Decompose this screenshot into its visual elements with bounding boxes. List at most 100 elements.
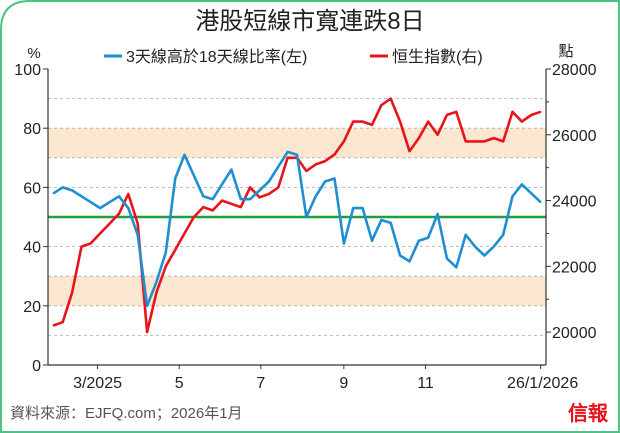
hsi-point bbox=[333, 153, 336, 156]
breadth-point bbox=[118, 195, 120, 198]
shaded-band bbox=[48, 276, 546, 306]
right-axis-unit: 點 bbox=[558, 43, 573, 60]
hsi-point bbox=[71, 291, 73, 294]
right-tick-label: 28000 bbox=[552, 62, 597, 79]
breadth-point bbox=[183, 154, 186, 156]
x-tick-label: 11 bbox=[417, 375, 434, 392]
hsi-point bbox=[136, 222, 139, 225]
hsi-point bbox=[52, 324, 55, 327]
hsi-point bbox=[371, 124, 373, 126]
hsi-point bbox=[108, 222, 111, 225]
breadth-point bbox=[61, 186, 64, 189]
breadth-point bbox=[389, 222, 392, 224]
hsi-point bbox=[389, 97, 392, 100]
x-tick-label: 5 bbox=[175, 375, 184, 392]
breadth-point bbox=[268, 180, 270, 183]
hsi-point bbox=[399, 120, 401, 123]
hsi-point bbox=[464, 140, 467, 143]
breadth-point bbox=[277, 165, 280, 168]
breadth-point bbox=[352, 207, 355, 209]
breadth-point bbox=[80, 195, 83, 198]
right-tick-label: 20000 bbox=[552, 325, 597, 342]
breadth-point bbox=[492, 245, 495, 248]
breadth-point bbox=[193, 174, 195, 177]
breadth-point bbox=[108, 201, 111, 203]
hsi-point bbox=[80, 245, 83, 248]
hsi-point bbox=[521, 120, 523, 123]
breadth-point bbox=[333, 177, 336, 180]
hsi-point bbox=[455, 110, 458, 113]
hsi-point bbox=[492, 137, 495, 139]
breadth-point bbox=[427, 236, 429, 239]
hsi-point bbox=[146, 331, 148, 333]
left-tick-label: 0 bbox=[32, 358, 41, 375]
breadth-point bbox=[314, 195, 317, 198]
hsi-point bbox=[502, 140, 504, 143]
hsi-point bbox=[155, 291, 158, 294]
breadth-point bbox=[99, 207, 102, 209]
breadth-point bbox=[211, 198, 214, 201]
legend-label-blue: 3天線高於18天線比率(左) bbox=[126, 48, 307, 66]
x-tick-label: 7 bbox=[256, 375, 265, 392]
breadth-point bbox=[455, 266, 458, 269]
chart-title: 港股短線市寬連跌8日 bbox=[195, 8, 424, 35]
breadth-point bbox=[249, 198, 251, 201]
hsi-point bbox=[174, 249, 176, 251]
logo: 信報 bbox=[568, 401, 609, 425]
breadth-point bbox=[418, 239, 420, 242]
hsi-point bbox=[352, 120, 355, 123]
left-tick-label: 60 bbox=[23, 180, 41, 197]
breadth-point bbox=[155, 281, 158, 283]
breadth-point bbox=[502, 233, 504, 236]
breadth-point bbox=[239, 198, 242, 201]
hsi-point bbox=[286, 157, 289, 159]
hsi-point bbox=[239, 206, 242, 208]
breadth-point bbox=[539, 201, 542, 203]
breadth-point bbox=[127, 207, 130, 209]
hsi-point bbox=[221, 199, 223, 202]
hsi-point bbox=[90, 242, 92, 245]
x-tick-label: 26/1/2026 bbox=[507, 375, 578, 392]
source-note: 資料來源：EJFQ.com；2026年1月 bbox=[10, 405, 243, 422]
hsi-point bbox=[193, 216, 195, 218]
breadth-point bbox=[371, 239, 373, 242]
hsi-point bbox=[230, 203, 233, 205]
breadth-point bbox=[296, 154, 298, 156]
hsi-point bbox=[427, 120, 429, 123]
hsi-point bbox=[99, 232, 102, 235]
right-tick-label: 22000 bbox=[552, 259, 597, 276]
hsi-point bbox=[249, 186, 251, 189]
left-tick-label: 20 bbox=[23, 299, 41, 316]
hsi-point bbox=[183, 232, 186, 235]
hsi-point bbox=[408, 150, 411, 153]
breadth-point bbox=[324, 180, 326, 183]
breadth-point bbox=[436, 213, 439, 215]
hsi-point bbox=[277, 186, 280, 189]
x-tick-label: 3/2025 bbox=[73, 375, 122, 392]
right-tick-label: 26000 bbox=[552, 128, 597, 145]
left-tick-label: 40 bbox=[23, 240, 41, 257]
left-axis-unit: % bbox=[27, 45, 40, 62]
breadth-point bbox=[408, 260, 411, 263]
breadth-point bbox=[305, 216, 308, 218]
hsi-point bbox=[314, 163, 317, 166]
breadth-point bbox=[521, 183, 523, 186]
breadth-point bbox=[286, 151, 289, 153]
breadth-point bbox=[146, 305, 148, 307]
breadth-point bbox=[446, 257, 448, 260]
x-tick-label: 9 bbox=[339, 375, 348, 392]
breadth-point bbox=[399, 254, 401, 257]
breadth-point bbox=[221, 183, 223, 186]
breadth-point bbox=[511, 195, 514, 198]
hsi-point bbox=[305, 170, 308, 172]
breadth-point bbox=[530, 192, 533, 195]
hsi-point bbox=[343, 140, 345, 143]
hsi-point bbox=[361, 120, 364, 123]
breadth-point bbox=[474, 245, 476, 248]
breadth-point bbox=[52, 192, 55, 195]
hsi-point bbox=[61, 321, 64, 324]
hsi-point bbox=[511, 110, 514, 113]
breadth-point bbox=[483, 254, 486, 257]
shaded-band bbox=[48, 128, 546, 158]
